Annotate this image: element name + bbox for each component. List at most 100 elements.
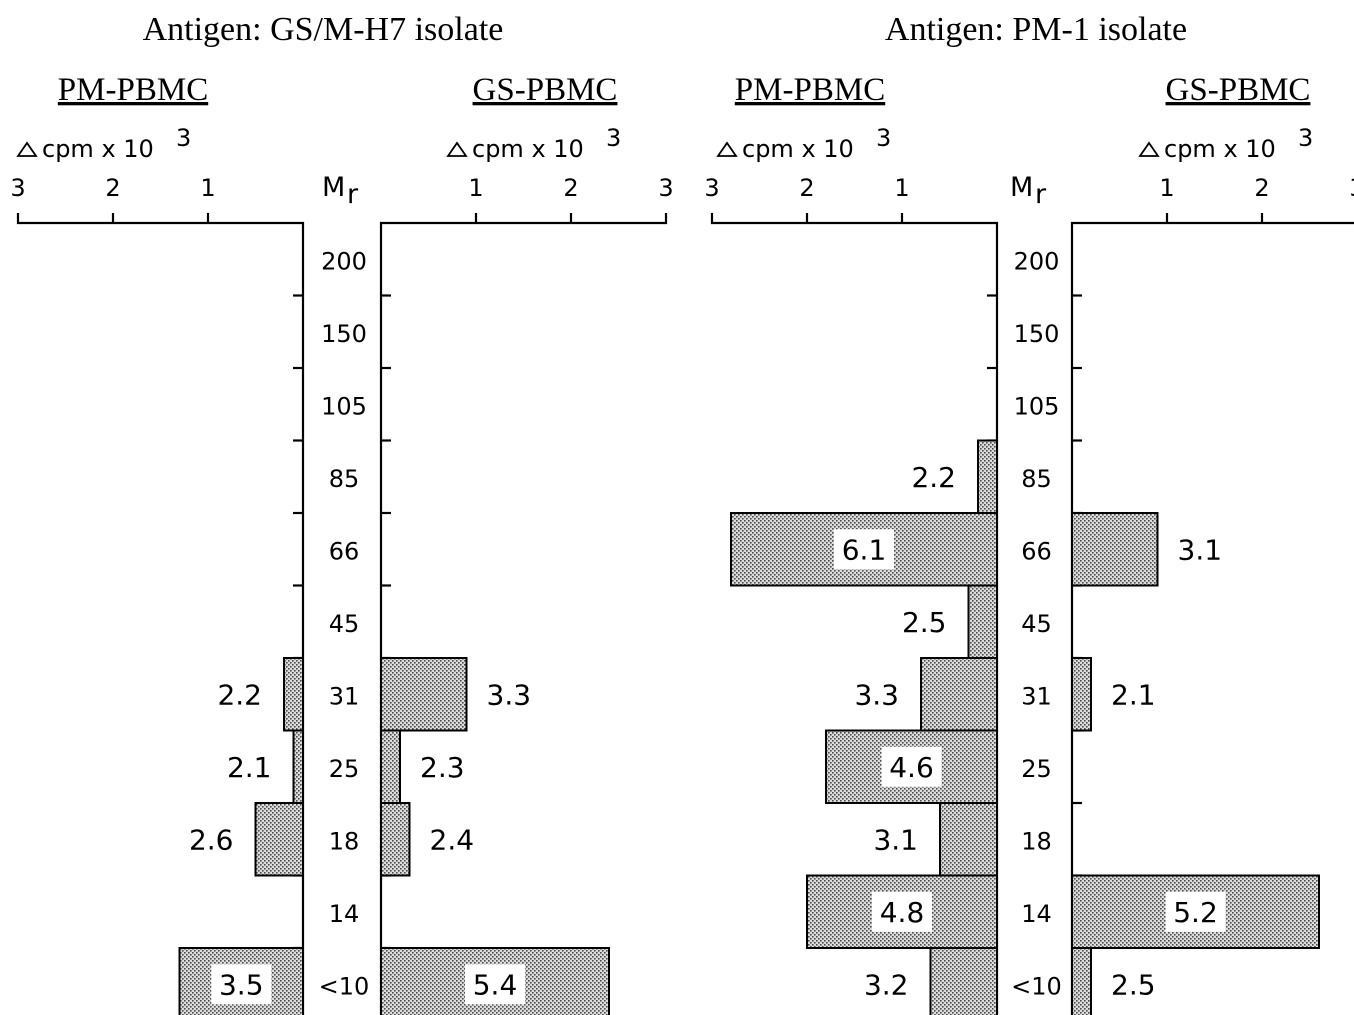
left-bar-label: 6.1	[842, 533, 887, 566]
category-label: 85	[1021, 465, 1052, 493]
mr-label: M	[1010, 172, 1033, 203]
left-bar-label: 3.5	[219, 968, 264, 1001]
left-bar-label: 2.6	[189, 823, 234, 856]
right-tick-label: 2	[563, 174, 578, 202]
right-tick-label: 1	[468, 174, 483, 202]
category-label: 150	[321, 320, 367, 348]
left-bar-label: 3.1	[873, 823, 918, 856]
category-label: 18	[329, 827, 360, 855]
left-bar	[977, 439, 998, 514]
left-tick-label: 2	[105, 174, 120, 202]
left-bar-label: 2.2	[911, 461, 956, 494]
left-tick-label: 2	[799, 174, 814, 202]
category-label: 14	[329, 900, 360, 928]
left-axis	[16, 213, 305, 1015]
right-bar-label: 2.1	[1111, 678, 1156, 711]
right-bar	[380, 729, 401, 804]
right-series-header: GS-PBMC	[473, 72, 618, 108]
right-unit-label: cpm x 10 3	[446, 124, 621, 163]
left-bar-label: 2.1	[227, 751, 272, 784]
category-label: 66	[1021, 537, 1052, 565]
category-label: 25	[329, 755, 360, 783]
delta-icon	[1138, 141, 1160, 157]
right-series-header: GS-PBMC	[1166, 72, 1311, 108]
left-bar-label: 4.8	[880, 896, 925, 929]
right-bar-label: 3.1	[1178, 533, 1223, 566]
category-label: <10	[319, 972, 370, 1000]
right-bar-label: 2.5	[1111, 968, 1156, 1001]
category-label: 45	[1021, 610, 1052, 638]
left-series-header: PM-PBMC	[735, 72, 885, 108]
right-bar	[1071, 657, 1092, 732]
left-bar	[292, 729, 304, 804]
right-bar-label: 5.2	[1173, 896, 1218, 929]
left-bar-label-bg	[872, 891, 932, 932]
category-label: 45	[329, 610, 360, 638]
category-label: 200	[321, 247, 367, 275]
right-bar-label: 2.4	[430, 823, 475, 856]
left-bar	[920, 657, 998, 732]
category-label: 66	[329, 537, 360, 565]
category-label: 25	[1021, 755, 1052, 783]
left-bar-label: 2.2	[217, 678, 262, 711]
right-unit-label: cpm x 10 3	[1138, 124, 1313, 163]
left-bar	[939, 802, 998, 877]
unit-text: cpm x 10	[472, 135, 584, 163]
right-bar-label: 3.3	[487, 678, 532, 711]
right-bar-label-bg	[465, 964, 525, 1005]
panel-1: Antigen: GS/M-H7 isolate PM-PBMC GS-PBMC cp…	[10, 11, 674, 1015]
category-label: 105	[321, 392, 367, 420]
right-tick-label: 2	[1254, 174, 1269, 202]
left-tick-label: 3	[10, 174, 25, 202]
right-tick-label: 3	[1349, 174, 1354, 202]
category-label: 200	[1014, 247, 1060, 275]
mr-subscript: r	[1035, 179, 1047, 210]
right-axis	[379, 213, 668, 1015]
category-label: 31	[1021, 682, 1052, 710]
category-label: 31	[329, 682, 360, 710]
category-label: 150	[1014, 320, 1060, 348]
left-tick-label: 1	[894, 174, 909, 202]
left-bar-label: 2.5	[902, 606, 947, 639]
left-bar-label: 4.6	[889, 751, 934, 784]
right-bar	[1071, 947, 1092, 1015]
left-bar-label-bg	[211, 964, 272, 1005]
right-bar	[1071, 512, 1159, 587]
left-unit-label: cpm x 10 3	[16, 124, 191, 163]
left-bar-label: 3.3	[854, 678, 899, 711]
mr-subscript: r	[347, 179, 359, 210]
panel-title: Antigen: PM-1 isolate	[885, 11, 1187, 48]
right-tick-label: 1	[1159, 174, 1174, 202]
category-label: 18	[1021, 827, 1052, 855]
category-label: <10	[1011, 972, 1062, 1000]
right-tick-label: 3	[658, 174, 673, 202]
right-axis	[1070, 221, 1354, 1015]
left-bar	[254, 802, 304, 877]
category-label: 85	[329, 465, 360, 493]
left-bar-label-bg	[881, 746, 942, 787]
category-label: 105	[1014, 392, 1060, 420]
unit-exponent: 3	[176, 124, 191, 152]
delta-icon	[716, 141, 738, 157]
right-bar-label-bg	[1165, 891, 1226, 932]
left-unit-label: cpm x 10 3	[716, 124, 891, 163]
delta-icon	[16, 141, 38, 157]
right-bar	[380, 657, 468, 732]
left-bar-label: 3.2	[864, 968, 909, 1001]
unit-text: cpm x 10	[742, 135, 854, 163]
delta-icon	[446, 141, 468, 157]
left-series-header: PM-PBMC	[58, 72, 208, 108]
unit-exponent: 3	[606, 124, 621, 152]
unit-text: cpm x 10	[42, 135, 154, 163]
left-bar	[967, 584, 998, 659]
left-tick-label: 3	[704, 174, 719, 202]
left-bar	[283, 657, 304, 732]
mr-label: M	[322, 172, 345, 203]
right-bar-label: 2.3	[420, 751, 465, 784]
right-bar	[380, 802, 411, 877]
category-label: 14	[1021, 900, 1052, 928]
left-bar	[929, 947, 998, 1015]
unit-text: cpm x 10	[1164, 135, 1276, 163]
